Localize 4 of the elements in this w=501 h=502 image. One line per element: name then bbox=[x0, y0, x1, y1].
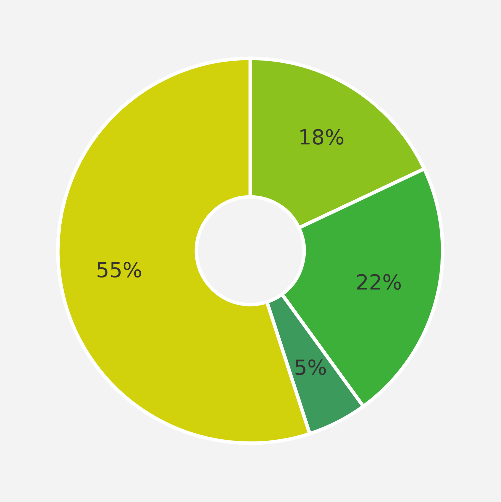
data-label: 55% bbox=[98, 262, 142, 278]
data-label: 18% bbox=[300, 129, 344, 145]
data-label: 5% bbox=[296, 360, 326, 376]
data-label: 22% bbox=[357, 274, 402, 290]
